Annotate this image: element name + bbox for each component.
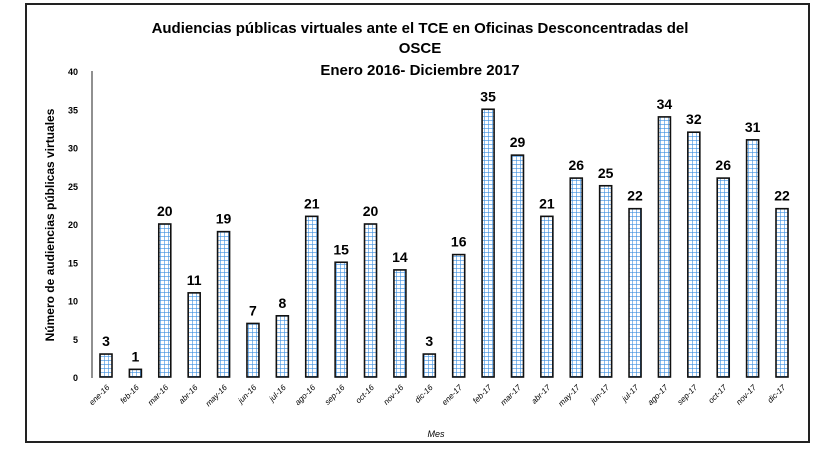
y-tick-label: 20 [68,220,78,230]
x-tick-label: sep-16 [323,383,347,407]
data-label: 34 [657,96,673,112]
x-tick-label: dic-16 [413,383,435,405]
bar [569,177,584,378]
y-tick-label: 25 [68,182,78,192]
chart-title-line1: Audiencias públicas virtuales ante el TC… [152,20,689,37]
bar [275,314,290,378]
data-label: 1 [131,348,139,364]
x-tick-label: feb-17 [471,383,494,406]
bar [334,261,348,378]
x-tick-label: jul-17 [620,383,641,404]
y-tick-label: 35 [68,105,78,115]
x-tick-label: ene-17 [440,383,464,407]
bar [187,292,201,378]
y-tick-label: 0 [73,373,78,383]
data-label: 8 [278,295,286,311]
data-label: 26 [715,157,731,173]
data-label: 29 [510,134,526,150]
x-tick-label: nov-16 [382,383,406,407]
x-tick-label: mar-17 [499,383,524,408]
x-tick-label: mar-16 [146,383,171,408]
bar [628,207,642,378]
bar [481,108,495,378]
bar [657,116,672,378]
y-axis-label: Número de audiencias públicas virtuales [43,108,57,341]
y-tick-label: 10 [68,297,78,307]
x-tick-label: ene-16 [87,383,111,407]
x-tick-label: feb-16 [118,383,141,406]
x-tick-label: nov-17 [734,383,758,407]
y-tick-label: 40 [68,67,78,77]
bar [246,322,260,378]
chart-frame [25,3,810,443]
data-label: 21 [539,195,555,211]
bar [540,215,554,378]
x-tick-label: abr-16 [177,383,200,406]
data-label: 26 [568,157,584,173]
x-tick-label: ago-16 [293,383,317,407]
data-label: 11 [187,272,202,288]
chart-subtitle: Enero 2016- Diciembre 2017 [320,62,519,79]
x-tick-label: oct-16 [354,383,376,405]
bar [216,230,231,378]
x-tick-label: jul-16 [267,383,288,404]
bar [510,154,525,378]
data-label: 22 [774,188,790,204]
data-label: 21 [304,195,320,211]
bar [393,269,407,378]
data-label: 16 [451,234,467,250]
x-tick-label: jun-17 [588,383,611,406]
x-tick-label: sep-17 [676,383,700,407]
data-label: 35 [480,88,496,104]
bar [451,253,466,378]
data-label: 20 [157,203,173,219]
x-axis-label: Mes [427,429,445,439]
bar [598,184,613,378]
y-tick-label: 15 [68,258,78,268]
data-label: 22 [627,188,643,204]
data-label: 3 [425,333,433,349]
x-tick-label: ago-17 [646,383,670,407]
x-tick-label: dic-17 [766,383,788,405]
data-label: 25 [598,165,614,181]
x-tick-label: jun-16 [236,383,259,406]
bar [422,353,437,378]
data-label: 7 [249,302,257,318]
bar [687,131,701,378]
data-label: 31 [745,119,761,135]
bar [716,177,731,378]
x-tick-label: abr-17 [530,383,553,406]
chart-title-line2: OSCE [399,40,442,57]
data-label: 32 [686,111,702,127]
bar [745,139,760,378]
x-tick-label: may-16 [204,383,230,409]
bar [128,368,143,378]
bar [99,353,113,378]
y-tick-label: 5 [73,335,78,345]
bar [157,223,172,378]
bar [363,223,378,378]
x-tick-label: oct-17 [707,383,729,405]
y-tick-label: 30 [68,144,78,154]
data-label: 14 [392,249,408,265]
bar [775,207,789,378]
data-label: 15 [333,241,349,257]
data-label: 20 [363,203,379,219]
bar [304,215,319,378]
data-label: 3 [102,333,110,349]
data-label: 19 [216,211,232,227]
x-tick-label: may-17 [556,383,582,409]
